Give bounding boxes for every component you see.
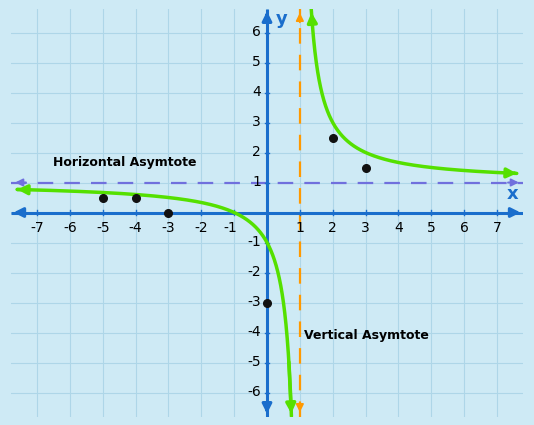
Text: -2: -2 xyxy=(247,266,261,280)
Text: 3: 3 xyxy=(361,221,370,235)
Text: -4: -4 xyxy=(129,221,143,235)
Text: 1: 1 xyxy=(295,221,304,235)
Text: -4: -4 xyxy=(247,326,261,340)
Text: 2: 2 xyxy=(328,221,337,235)
Text: -7: -7 xyxy=(30,221,44,235)
Text: 1: 1 xyxy=(252,176,261,190)
Text: -1: -1 xyxy=(247,235,261,249)
Text: Vertical Asymtote: Vertical Asymtote xyxy=(304,329,429,342)
Text: 4: 4 xyxy=(253,85,261,99)
Text: 4: 4 xyxy=(394,221,403,235)
Text: -5: -5 xyxy=(247,355,261,369)
Text: 6: 6 xyxy=(252,26,261,40)
Text: -3: -3 xyxy=(162,221,175,235)
Text: -2: -2 xyxy=(194,221,208,235)
Text: -1: -1 xyxy=(223,221,237,235)
Text: x: x xyxy=(507,185,519,203)
Text: -6: -6 xyxy=(63,221,77,235)
Text: -6: -6 xyxy=(247,385,261,400)
Text: 5: 5 xyxy=(427,221,436,235)
Text: 3: 3 xyxy=(253,116,261,130)
Text: y: y xyxy=(276,10,288,28)
Text: Horizontal Asymtote: Horizontal Asymtote xyxy=(53,156,197,169)
Text: 5: 5 xyxy=(253,56,261,70)
Text: -5: -5 xyxy=(96,221,109,235)
Text: 6: 6 xyxy=(460,221,469,235)
Text: -3: -3 xyxy=(247,295,261,309)
Text: 7: 7 xyxy=(493,221,501,235)
Text: 2: 2 xyxy=(253,145,261,159)
